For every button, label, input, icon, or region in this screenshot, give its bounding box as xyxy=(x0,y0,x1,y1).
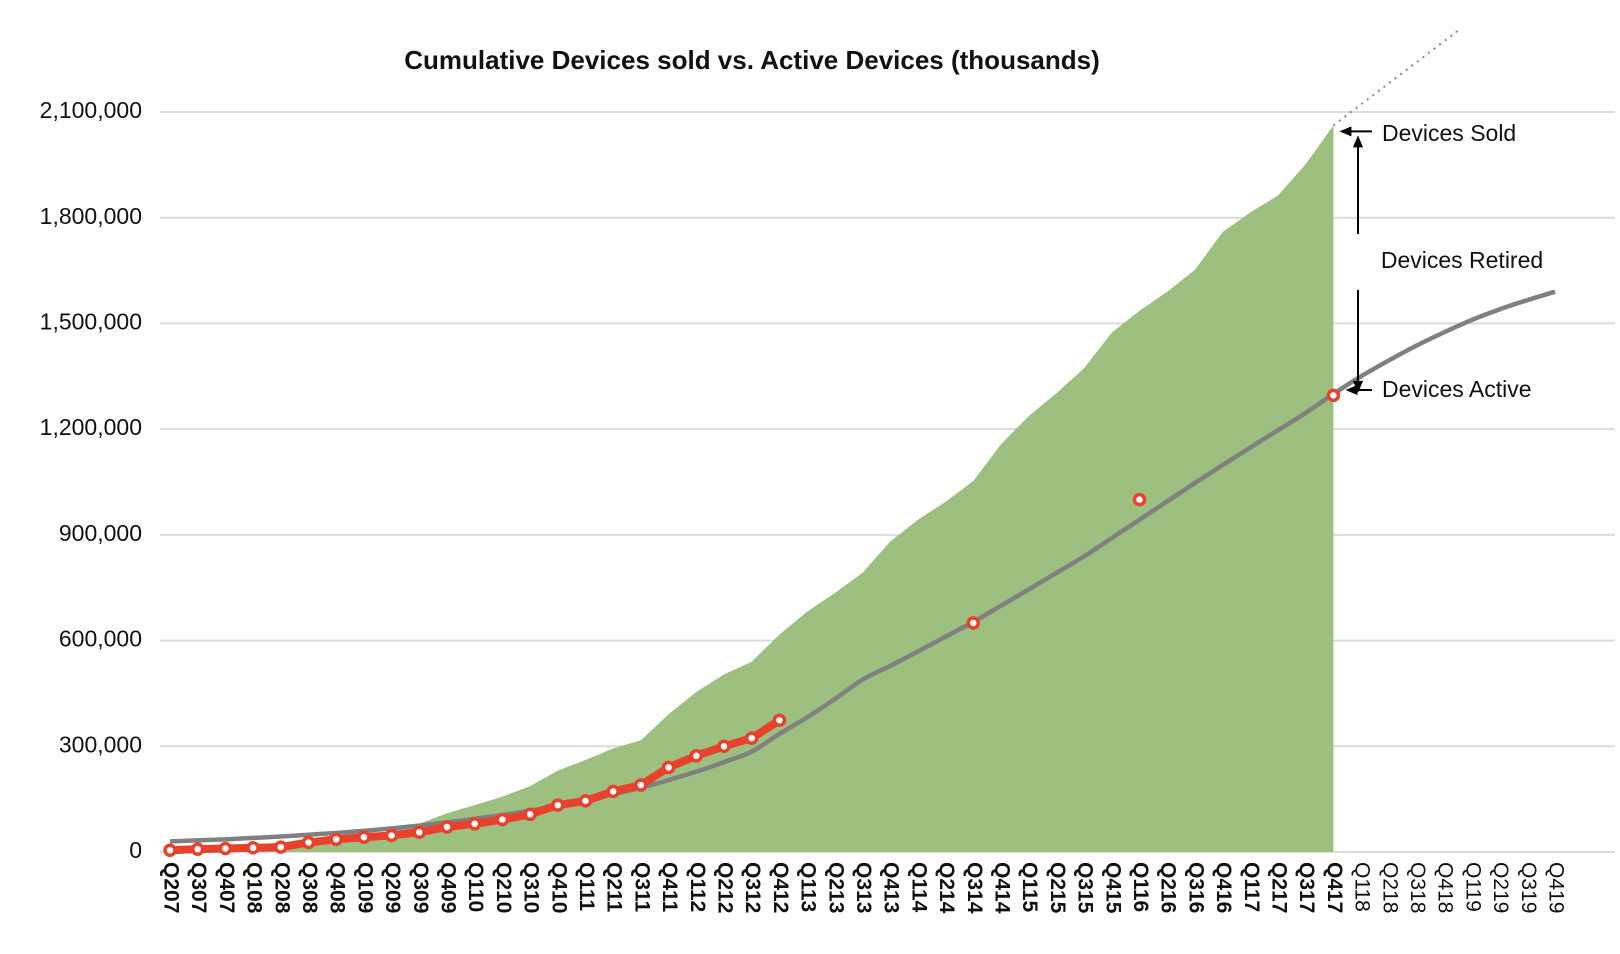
x-tick-label: Q216 xyxy=(1157,862,1180,913)
x-tick-label: Q411 xyxy=(658,862,681,913)
x-tick-label: Q407 xyxy=(215,862,238,913)
arrowhead xyxy=(1345,385,1358,395)
x-tick-label: Q316 xyxy=(1184,862,1207,913)
y-tick-label: 1,500,000 xyxy=(40,309,142,335)
actual-point xyxy=(467,817,482,831)
x-tick-label: Q111 xyxy=(575,862,598,911)
actual-point xyxy=(301,835,316,850)
x-tick-label: Q413 xyxy=(880,862,903,913)
y-tick-label: 1,200,000 xyxy=(40,414,142,440)
x-tick-label: Q118 xyxy=(1351,862,1374,912)
x-tick-label: Q210 xyxy=(492,862,515,913)
x-tick-label: Q211 xyxy=(603,862,626,913)
actual-point xyxy=(772,713,787,727)
actual-point xyxy=(163,843,177,857)
x-tick-label: Q215 xyxy=(1046,862,1069,914)
x-tick-label: Q217 xyxy=(1267,862,1290,913)
y-tick-label: 1,800,000 xyxy=(40,203,142,229)
actual-point xyxy=(966,616,981,630)
actual-point xyxy=(634,778,648,792)
actual-point xyxy=(440,820,454,834)
x-tick-label: Q414 xyxy=(990,862,1013,914)
x-tick-label: Q410 xyxy=(547,862,570,913)
y-tick-label: 2,100,000 xyxy=(40,97,142,123)
x-tick-label: Q212 xyxy=(713,862,736,913)
x-tick-label: Q208 xyxy=(270,862,293,914)
x-tick-label: Q311 xyxy=(630,862,653,913)
x-tick-label: Q309 xyxy=(409,862,432,913)
arrowhead xyxy=(1353,135,1363,148)
actual-point xyxy=(495,812,510,827)
x-tick-label: Q109 xyxy=(353,862,376,913)
actual-point xyxy=(190,842,205,856)
x-tick-label: Q417 xyxy=(1323,862,1346,913)
x-tick-label: Q409 xyxy=(436,862,459,913)
arrowhead xyxy=(1353,380,1363,393)
x-tick-label: Q108 xyxy=(243,862,266,914)
actual-point xyxy=(689,749,704,763)
x-tick-label: Q408 xyxy=(326,862,349,914)
x-tick-label: Q116 xyxy=(1129,862,1152,912)
y-tick-label: 900,000 xyxy=(59,520,142,546)
x-tick-label: Q317 xyxy=(1295,862,1318,913)
actual-point xyxy=(1326,388,1341,403)
retired-label: Devices Retired xyxy=(1381,247,1543,273)
x-tick-label: Q207 xyxy=(159,862,182,913)
x-tick-label: Q113 xyxy=(797,862,820,912)
x-tick-label: Q419 xyxy=(1544,862,1567,913)
x-tick-label: Q114 xyxy=(907,862,930,913)
actual-point xyxy=(412,825,427,840)
x-tick-label: Q416 xyxy=(1212,862,1235,913)
actual-point xyxy=(551,798,565,812)
actual-point xyxy=(246,841,260,855)
x-tick-label: Q115 xyxy=(1018,862,1041,913)
actual-point xyxy=(1132,492,1147,507)
active-curve xyxy=(169,289,1556,844)
active-label: Devices Active xyxy=(1382,376,1532,402)
arrowhead xyxy=(1339,126,1352,137)
actual-point xyxy=(274,840,288,854)
x-tick-label: Q219 xyxy=(1489,862,1512,913)
x-tick-label: Q412 xyxy=(769,862,792,913)
y-tick-label: 300,000 xyxy=(59,731,142,757)
x-tick-label: Q209 xyxy=(381,862,404,913)
y-tick-label: 0 xyxy=(129,837,142,863)
x-tick-label: Q110 xyxy=(464,862,487,912)
x-tick-label: Q418 xyxy=(1434,862,1457,913)
x-tick-label: Q213 xyxy=(824,862,847,913)
actual-point xyxy=(523,807,537,822)
x-tick-label: Q218 xyxy=(1378,862,1401,913)
y-tick-label: 600,000 xyxy=(59,626,142,652)
x-tick-label: Q310 xyxy=(520,862,543,913)
x-tick-label: Q312 xyxy=(741,862,764,913)
actual-point xyxy=(717,739,731,754)
x-tick-label: Q308 xyxy=(298,862,321,914)
x-tick-label: Q119 xyxy=(1461,862,1484,912)
x-tick-label: Q318 xyxy=(1406,862,1429,913)
actual-point xyxy=(661,760,676,775)
x-tick-label: Q117 xyxy=(1240,862,1263,912)
x-tick-label: Q314 xyxy=(963,862,986,914)
sold-extension xyxy=(1332,29,1460,127)
chart-title: Cumulative Devices sold vs. Active Devic… xyxy=(404,45,1100,75)
actual-point xyxy=(329,832,343,847)
actual-point xyxy=(357,830,371,844)
actual-point xyxy=(578,794,593,808)
x-tick-label: Q315 xyxy=(1074,862,1097,914)
actual-point xyxy=(606,784,620,799)
x-tick-label: Q112 xyxy=(686,862,709,912)
x-tick-label: Q313 xyxy=(852,862,875,913)
x-tick-label: Q307 xyxy=(187,862,210,913)
x-tick-label: Q319 xyxy=(1517,862,1540,913)
sold-label: Devices Sold xyxy=(1382,120,1516,146)
actual-point xyxy=(384,828,399,843)
actual-point xyxy=(744,731,759,745)
x-tick-label: Q415 xyxy=(1101,862,1124,914)
actual-point xyxy=(218,841,233,856)
x-tick-label: Q214 xyxy=(935,862,958,914)
sold-area xyxy=(170,125,1334,852)
